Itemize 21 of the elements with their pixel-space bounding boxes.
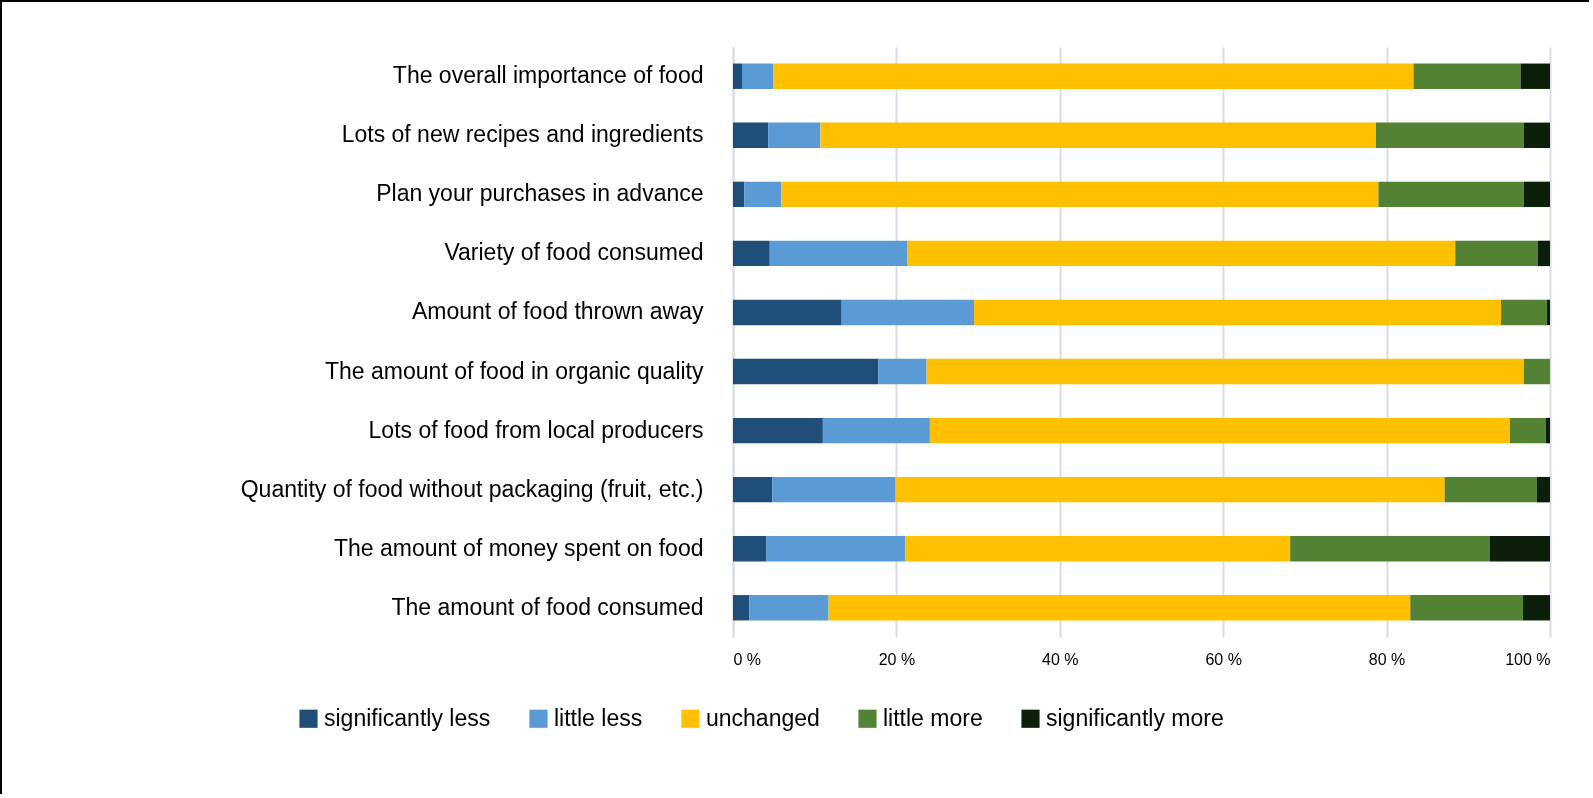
y-tick-label: Plan your purchases in advance bbox=[376, 180, 704, 207]
y-tick-label: Lots of new recipes and ingredients bbox=[341, 121, 704, 148]
y-tick-label: The amount of money spent on food bbox=[333, 534, 704, 561]
y-tick-label: Amount of food thrown away bbox=[412, 298, 704, 325]
legend-label: unchanged bbox=[706, 704, 820, 731]
x-tick-label: 80 % bbox=[1368, 650, 1406, 668]
y-tick-label: Lots of food from local producers bbox=[368, 416, 704, 443]
legend-label: significantly less bbox=[324, 704, 491, 731]
legend-label: significantly more bbox=[1046, 704, 1224, 731]
legend-label: little less bbox=[554, 704, 643, 731]
y-tick-label: The amount of food in organic quality bbox=[325, 357, 704, 384]
x-tick-label: 20 % bbox=[878, 650, 916, 668]
y-tick-label: Variety of food consumed bbox=[444, 239, 704, 266]
x-tick-label: 40 % bbox=[1042, 650, 1079, 668]
x-tick-label: 100 % bbox=[1505, 650, 1551, 668]
x-tick-label: 0 % bbox=[733, 650, 762, 668]
legend-label: little more bbox=[883, 704, 983, 731]
y-tick-label: The amount of food consumed bbox=[391, 593, 704, 620]
y-tick-label: Quantity of food without packaging (fruit, etc.) bbox=[240, 475, 704, 502]
y-tick-label: The overall importance of food bbox=[392, 62, 704, 89]
x-tick-label: 60 % bbox=[1205, 650, 1242, 668]
